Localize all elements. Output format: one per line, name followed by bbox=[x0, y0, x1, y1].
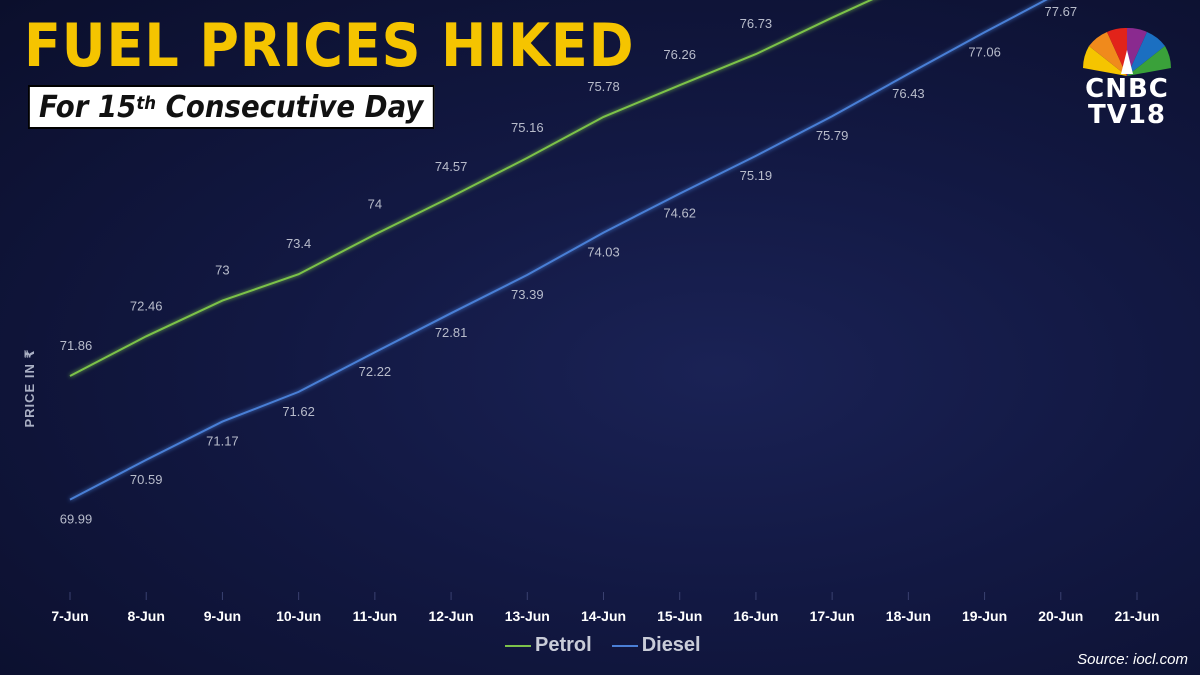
data-label-petrol: 75.16 bbox=[511, 120, 544, 135]
data-label-petrol: 76.73 bbox=[740, 16, 773, 31]
x-tick-label: 13-Jun bbox=[505, 608, 550, 624]
data-label-diesel: 71.62 bbox=[282, 404, 315, 419]
data-label-diesel: 77.67 bbox=[1045, 4, 1078, 19]
x-tick-label: 21-Jun bbox=[1114, 608, 1159, 624]
data-label-diesel: 69.99 bbox=[60, 512, 93, 527]
x-tick-label: 10-Jun bbox=[276, 608, 321, 624]
subtitle-prefix: For 15 bbox=[39, 89, 137, 125]
subtitle-suffix: Consecutive Day bbox=[156, 89, 424, 125]
data-label-diesel: 75.19 bbox=[740, 168, 773, 183]
x-tick-label: 16-Jun bbox=[733, 608, 778, 624]
legend-item-petrol: Petrol bbox=[505, 634, 592, 657]
x-tick-label: 17-Jun bbox=[810, 608, 855, 624]
legend-swatch-petrol bbox=[505, 644, 531, 647]
logo-text-tv18: TV18 bbox=[1087, 100, 1167, 130]
x-tick-label: 19-Jun bbox=[962, 608, 1007, 624]
x-tick-label: 7-Jun bbox=[51, 608, 88, 624]
data-label-diesel: 70.59 bbox=[130, 472, 163, 487]
logo-text-cnbc: CNBC bbox=[1085, 74, 1169, 104]
data-label-diesel: 72.81 bbox=[435, 325, 468, 340]
x-tick-label: 14-Jun bbox=[581, 608, 626, 624]
x-tick-label: 15-Jun bbox=[657, 608, 702, 624]
y-axis-label: PRICE IN ₹ bbox=[22, 348, 37, 428]
data-label-petrol: 74.57 bbox=[435, 159, 468, 174]
series-line-petrol bbox=[69, 0, 874, 377]
data-label-petrol: 72.46 bbox=[130, 298, 163, 313]
data-label-diesel: 74.03 bbox=[587, 245, 620, 260]
subtitle-superscript: th bbox=[136, 92, 157, 114]
source-note: Source: iocl.com bbox=[1077, 651, 1188, 668]
data-label-diesel: 77.06 bbox=[968, 44, 1001, 59]
data-label-diesel: 72.22 bbox=[359, 364, 392, 379]
x-tick-label: 12-Jun bbox=[429, 608, 474, 624]
data-label-petrol: 73 bbox=[215, 263, 229, 278]
series-line-diesel bbox=[69, 0, 1048, 501]
x-tick-label: 9-Jun bbox=[204, 608, 241, 624]
data-label-petrol: 75.78 bbox=[587, 79, 620, 94]
data-label-diesel: 73.39 bbox=[511, 287, 544, 302]
x-tick-label: 8-Jun bbox=[128, 608, 165, 624]
data-label-petrol: 71.86 bbox=[60, 338, 93, 353]
data-label-diesel: 76.43 bbox=[892, 86, 925, 101]
data-label-petrol: 74 bbox=[368, 197, 382, 212]
chart-title: FUEL PRICES HIKED bbox=[24, 11, 635, 81]
x-tick-label: 20-Jun bbox=[1038, 608, 1083, 624]
x-tick-label: 11-Jun bbox=[353, 608, 397, 624]
legend-swatch-diesel bbox=[611, 644, 638, 647]
legend-label-petrol: Petrol bbox=[535, 634, 592, 656]
x-tick-label: 18-Jun bbox=[886, 608, 931, 624]
legend-label-diesel: Diesel bbox=[641, 634, 701, 656]
data-label-diesel: 75.79 bbox=[816, 128, 849, 143]
data-label-diesel: 74.62 bbox=[663, 206, 696, 221]
peacock-logo-icon bbox=[1083, 27, 1171, 76]
legend-item-diesel: Diesel bbox=[611, 634, 701, 657]
chart-legend: Petrol Diesel bbox=[505, 634, 701, 657]
data-label-petrol: 76.26 bbox=[663, 47, 696, 62]
data-label-diesel: 71.17 bbox=[206, 434, 239, 449]
data-label-petrol: 73.4 bbox=[286, 236, 311, 251]
